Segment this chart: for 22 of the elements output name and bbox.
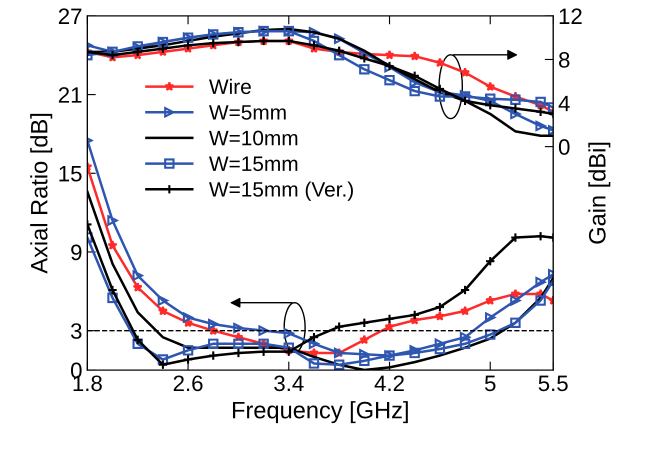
y-tick-label: 21 xyxy=(58,87,82,103)
y-tick-label: 3 xyxy=(70,323,82,339)
legend-label: W=15mm xyxy=(209,156,298,172)
y2-tick-label: 12 xyxy=(560,8,582,24)
y-axis-title: Axial Ratio [dB] xyxy=(30,114,52,274)
x-tick-label: 2.6 xyxy=(174,375,203,392)
x-tick-label: 5 xyxy=(484,376,496,392)
y-tick-label: 27 xyxy=(58,8,82,24)
legend-label: W=15mm (Ver.) xyxy=(209,181,353,201)
y2-tick-label: 0 xyxy=(558,139,570,155)
y-tick-label: 15 xyxy=(59,166,82,182)
legend-label: W=5mm xyxy=(209,105,286,120)
legend-label: W=10mm xyxy=(209,130,298,146)
x-tick-label: 4.2 xyxy=(374,375,404,391)
legend-label: Wire xyxy=(209,78,251,94)
y2-axis-title: Gain [dBi] xyxy=(588,142,610,244)
x-tick-label: 5.5 xyxy=(538,376,568,392)
x-tick-label: 3.4 xyxy=(274,375,304,392)
y2-tick-label: 4 xyxy=(558,96,570,112)
y2-tick-label: 8 xyxy=(559,52,570,68)
y-tick-label: 9 xyxy=(71,244,82,260)
x-axis-title: Frequency [GHz] xyxy=(232,401,408,424)
